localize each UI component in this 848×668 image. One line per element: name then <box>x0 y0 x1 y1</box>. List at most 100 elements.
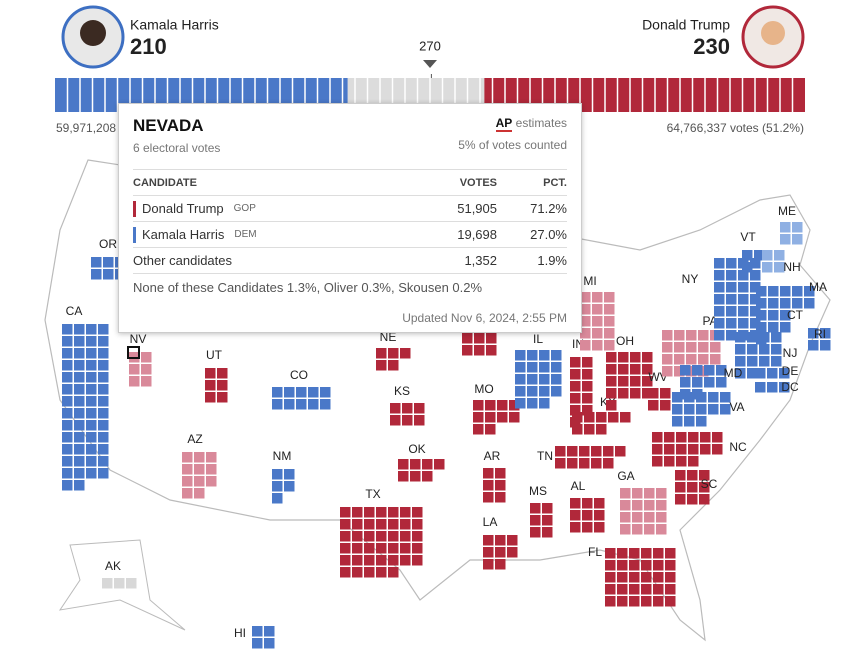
candidate-cell: Donald Trump GOP <box>133 200 417 217</box>
vote-square <box>735 356 746 367</box>
state-label: VA <box>729 400 744 414</box>
state-grid <box>483 535 518 570</box>
vote-square <box>141 376 152 387</box>
vote-square <box>364 567 375 578</box>
vote-square <box>74 360 85 371</box>
vote-square <box>692 377 703 388</box>
vote-square <box>515 374 526 385</box>
vote-square <box>594 522 605 533</box>
vote-square <box>530 527 541 538</box>
state-grid <box>606 352 653 411</box>
vote-square <box>62 408 73 419</box>
vote-square <box>756 322 767 333</box>
state-label: OR <box>99 237 117 251</box>
vote-square <box>376 567 387 578</box>
vote-square <box>698 366 709 377</box>
vote-square <box>320 399 331 410</box>
state-grid <box>742 250 765 273</box>
vote-square <box>726 318 737 329</box>
vote-square <box>410 459 421 470</box>
vote-square <box>618 364 629 375</box>
vote-square <box>206 452 217 463</box>
vote-square <box>629 560 640 571</box>
vote-square <box>352 555 363 566</box>
vote-square <box>570 498 581 509</box>
vote-square <box>86 468 97 479</box>
vote-square <box>606 376 617 387</box>
candidate-row: Other candidates 1,352 1.9% <box>133 247 567 273</box>
harris-popular: 59,971,208 <box>56 121 116 135</box>
state-label: TX <box>365 487 380 501</box>
state-label: NV <box>130 332 147 346</box>
vote-square <box>665 596 676 607</box>
vote-square <box>726 330 737 341</box>
tooltip-header: NEVADA 6 electoral votes AP estimates 5%… <box>133 116 567 155</box>
vote-square <box>605 584 616 595</box>
vote-square <box>680 377 691 388</box>
vote-square <box>570 405 581 416</box>
vote-square <box>412 531 423 542</box>
vote-square <box>62 420 73 431</box>
vote-square <box>74 468 85 479</box>
vote-square <box>74 348 85 359</box>
vote-square <box>779 382 790 393</box>
vote-square <box>364 543 375 554</box>
vote-square <box>708 404 719 415</box>
vote-square <box>364 555 375 566</box>
vote-square <box>376 519 387 530</box>
vote-square <box>591 458 602 469</box>
vote-square <box>580 316 591 327</box>
vote-square <box>664 456 675 467</box>
votes: 19,698 <box>457 227 497 242</box>
vote-square <box>388 543 399 554</box>
vote-square <box>704 365 715 376</box>
vote-square <box>632 500 643 511</box>
vote-square <box>206 464 217 475</box>
vote-square <box>272 493 283 504</box>
vote-square <box>98 432 109 443</box>
state-label: FL <box>588 545 602 559</box>
vote-square <box>656 512 667 523</box>
vote-square <box>664 444 675 455</box>
vote-square <box>495 559 506 570</box>
vote-square <box>708 392 719 403</box>
party-bar <box>133 226 136 243</box>
vote-square <box>527 398 538 409</box>
vote-square <box>808 328 819 339</box>
vote-square <box>604 340 615 351</box>
vote-square <box>629 584 640 595</box>
vote-square <box>738 294 749 305</box>
vote-square <box>617 584 628 595</box>
vote-square <box>617 572 628 583</box>
vote-square <box>620 524 631 535</box>
vote-square <box>582 510 593 521</box>
state-grid <box>755 368 790 379</box>
state-grid <box>182 452 217 499</box>
vote-square <box>86 324 97 335</box>
vote-square <box>352 531 363 542</box>
vote-square <box>618 388 629 399</box>
vote-square <box>792 286 803 297</box>
vote-square <box>652 444 663 455</box>
state-label: OK <box>408 442 425 456</box>
vote-square <box>483 468 494 479</box>
vote-square <box>660 388 671 399</box>
state-label: TN <box>537 449 553 463</box>
candidate-name: Other candidates <box>133 253 233 268</box>
vote-square <box>680 365 691 376</box>
vote-square <box>364 507 375 518</box>
candidate-cell: Kamala Harris DEM <box>133 226 417 243</box>
vote-square <box>688 444 699 455</box>
vote-square <box>742 250 753 261</box>
vote-square <box>398 471 409 482</box>
vote-square <box>509 412 520 423</box>
vote-square <box>620 500 631 511</box>
vote-square <box>86 456 97 467</box>
vote-square <box>604 304 615 315</box>
state-grid <box>530 503 553 538</box>
vote-square <box>98 324 109 335</box>
state-label: LA <box>483 515 498 529</box>
vote-square <box>376 531 387 542</box>
vote-square <box>388 531 399 542</box>
vote-square <box>676 444 687 455</box>
